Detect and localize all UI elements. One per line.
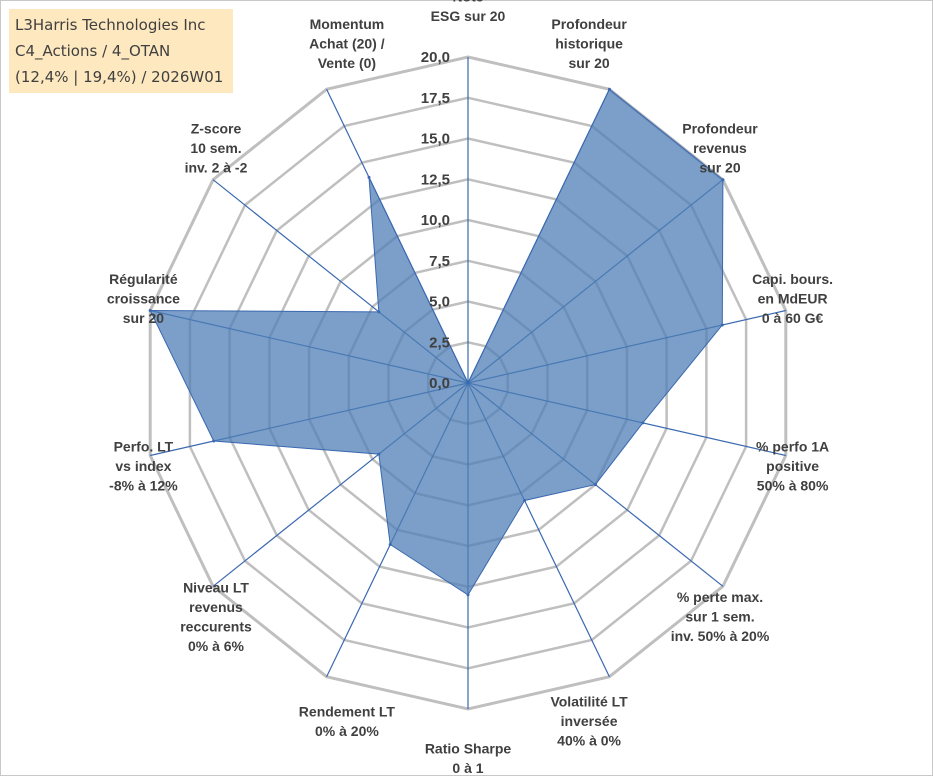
axis-label-line: sur 20 [123,310,164,326]
radial-tick-label: 15,0 [421,131,450,148]
axis-label: Régularité croissance sur 20 [107,271,180,326]
axis-label-line: Vente (0) [318,55,376,71]
axis-label-line: % perte max. [677,589,763,605]
radial-tick-labels: 0,0 2,5 5,0 7,5 10,0 12,5 15,0 17,5 20,0 [421,49,450,392]
axis-label-line: Perfo. LT [114,438,174,454]
data-point [212,439,216,443]
company-name: L3Harris Technologies Inc [15,16,206,34]
portfolio-category: C4_Actions / 4_OTAN [15,42,171,60]
axis-label-line: 0 à 1 [452,760,483,776]
radar-series [148,87,725,597]
axis-label-line: inv. 2 à -2 [185,159,248,175]
axis-label-line: Achat (20) / [309,36,385,52]
axis-label: % perte max. sur 1 sem. inv. 50% à 20% [671,589,770,644]
radial-tick-label: 5,0 [429,294,450,311]
axis-label: Rendement LT 0% à 20% [299,703,396,739]
axis-label-line: inv. 50% à 20% [671,628,770,644]
data-point [148,309,152,312]
axis-label-line: 0 à 60 G€ [762,310,824,326]
axis-label-line: positive [766,458,819,474]
radial-tick-label: 17,5 [421,90,450,107]
data-point [466,593,470,597]
axis-label-line: Régularité [109,271,178,287]
radial-tick-label: 0,0 [429,375,450,392]
axis-label: Volatilité LT inversée 40% à 0% [550,694,628,749]
axis-label-line: Profondeur [682,120,758,136]
data-point [523,499,527,502]
data-point [593,483,597,487]
data-point [607,87,611,91]
data-point [641,421,645,425]
axis-label-line: Rendement LT [299,703,396,719]
axis-label-line: 0% à 20% [315,723,379,739]
axis-label-line: inversée [561,713,618,729]
axis-label: % perfo 1A positive 50% à 80% [756,438,829,493]
axis-label-line: Volatilité LT [550,694,628,710]
data-point [377,310,381,314]
axis-label: Profondeur revenus sur 20 [682,120,758,175]
axis-label-line: vs index [115,458,171,474]
axis-label-line: Niveau LT [183,579,249,595]
axis-label: Profondeur historique sur 20 [551,16,627,71]
axis-label-line: Capi. bours. [752,271,833,287]
axis-label-line: 0% à 6% [188,638,245,654]
radial-tick-label: 10,0 [421,212,450,229]
axis-label: Capi. bours. en MdEUR 0 à 60 G€ [752,271,833,326]
stock-info-box: L3Harris Technologies Inc C4_Actions / 4… [9,9,233,93]
axis-label-line: 40% à 0% [557,733,621,749]
data-point [720,323,724,327]
axis-label-line: croissance [107,291,180,307]
data-point [367,175,371,179]
axis-label: Perfo. LT vs index -8% à 12% [109,438,178,493]
data-point [721,178,725,182]
performance-period: (12,4% | 19,4%) / 2026W01 [15,68,224,86]
axis-label-line: sur 20 [568,55,609,71]
data-point [388,543,392,546]
axis-labels: Note ESG sur 20 Profondeur historique sur 20… [107,0,833,776]
axis-label-line: Ratio Sharpe [425,741,512,757]
axis-label-line: sur 20 [699,159,740,175]
axis-label-line: Z-score [191,120,242,136]
axis-label-line: en MdEUR [758,291,828,307]
radial-tick-label: 7,5 [429,253,450,270]
axis-label: Note ESG sur 20 [431,0,506,24]
axis-label-line: Note [452,0,483,5]
axis-label: Momentum Achat (20) / Vente (0) [309,16,385,71]
radial-tick-label: 20,0 [421,49,450,66]
axis-label-line: Profondeur [551,16,627,32]
axis-label-line: historique [555,36,623,52]
axis-label-line: -8% à 12% [109,477,178,493]
axis-label: Ratio Sharpe 0 à 1 [425,741,512,776]
axis-label-line: Momentum [310,16,385,32]
axis-label-line: revenus [693,140,747,156]
radial-tick-label: 12,5 [421,171,450,188]
axis-label: Z-score 10 sem. inv. 2 à -2 [185,120,248,175]
data-point [466,381,470,385]
axis-label: Niveau LT revenus reccurents 0% à 6% [180,579,252,654]
data-point [377,452,381,456]
axis-label-line: ESG sur 20 [431,8,506,24]
axis-label-line: revenus [189,599,243,615]
axis-label-line: % perfo 1A [756,438,829,454]
axis-label-line: reccurents [180,618,252,634]
radial-tick-label: 2,5 [429,334,450,351]
axis-label-line: 10 sem. [190,140,241,156]
axis-label-line: sur 1 sem. [685,609,754,625]
axis-label-line: 50% à 80% [757,477,829,493]
